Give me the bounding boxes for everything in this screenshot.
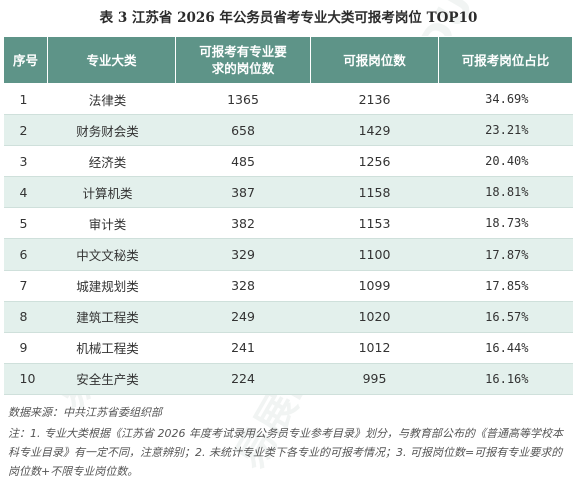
table-row: 8 建筑工程类 249 1020 16.57%	[3, 300, 573, 333]
cell-posts: 2136	[310, 82, 439, 116]
cell-ratio: 18.81%	[438, 176, 573, 209]
footnote: 注：1. 专业大类根据《江苏省 2026 年度考试录用公务员专业参考目录》划分，…	[8, 427, 563, 478]
cell-major: 审计类	[47, 207, 176, 240]
cell-required-posts: 224	[175, 362, 311, 395]
cell-ratio: 16.16%	[438, 362, 573, 395]
table-row: 2 财务财会类 658 1429 23.21%	[3, 114, 573, 147]
cell-major: 中文文秘类	[47, 238, 176, 271]
cell-posts: 1429	[310, 114, 439, 147]
cell-major: 机械工程类	[47, 331, 176, 364]
table-row: 5 审计类 382 1153 18.73%	[3, 207, 573, 240]
cell-posts: 1012	[310, 331, 439, 364]
cell-index: 5	[3, 207, 48, 240]
header-ratio: 可报考岗位占比	[438, 36, 573, 84]
cell-index: 7	[3, 269, 48, 302]
cell-major: 计算机类	[47, 176, 176, 209]
table-row: 10 安全生产类 224 995 16.16%	[3, 362, 573, 395]
cell-posts: 1256	[310, 145, 439, 178]
cell-required-posts: 658	[175, 114, 311, 147]
table-body: 1 法律类 1365 2136 34.69% 2 财务财会类 658 1429 …	[3, 82, 573, 395]
table-title: 表 3 江苏省 2026 年公务员省考专业大类可报考岗位 TOP10	[99, 10, 478, 26]
cell-ratio: 20.40%	[438, 145, 573, 178]
cell-required-posts: 241	[175, 331, 311, 364]
cell-index: 3	[3, 145, 48, 178]
cell-posts: 1100	[310, 238, 439, 271]
header-major: 专业大类	[47, 36, 176, 84]
table-row: 7 城建规划类 328 1099 17.85%	[3, 269, 573, 302]
cell-index: 6	[3, 238, 48, 271]
header-index: 序号	[3, 36, 48, 84]
cell-major: 建筑工程类	[47, 300, 176, 333]
data-table: 序号 专业大类 可报考有专业要求的岗位数 可报岗位数 可报考岗位占比 1 法律类…	[3, 36, 573, 395]
cell-required-posts: 382	[175, 207, 311, 240]
cell-posts: 1158	[310, 176, 439, 209]
cell-major: 法律类	[47, 82, 176, 116]
data-source: 数据来源：中共江苏省委组织部	[8, 406, 162, 419]
cell-index: 8	[3, 300, 48, 333]
cell-ratio: 23.21%	[438, 114, 573, 147]
cell-posts: 1099	[310, 269, 439, 302]
cell-major: 安全生产类	[47, 362, 176, 395]
cell-index: 10	[3, 362, 48, 395]
header-posts: 可报岗位数	[310, 36, 439, 84]
cell-ratio: 34.69%	[438, 82, 573, 116]
cell-major: 经济类	[47, 145, 176, 178]
cell-index: 1	[3, 82, 48, 116]
table-row: 6 中文文秘类 329 1100 17.87%	[3, 238, 573, 271]
cell-posts: 1020	[310, 300, 439, 333]
cell-required-posts: 249	[175, 300, 311, 333]
cell-required-posts: 387	[175, 176, 311, 209]
cell-posts: 1153	[310, 207, 439, 240]
table-row: 9 机械工程类 241 1012 16.44%	[3, 331, 573, 364]
cell-required-posts: 485	[175, 145, 311, 178]
cell-required-posts: 329	[175, 238, 311, 271]
cell-major: 城建规划类	[47, 269, 176, 302]
cell-ratio: 18.73%	[438, 207, 573, 240]
cell-required-posts: 328	[175, 269, 311, 302]
table-row: 3 经济类 485 1256 20.40%	[3, 145, 573, 178]
header-required-posts: 可报考有专业要求的岗位数	[175, 36, 311, 84]
cell-ratio: 16.57%	[438, 300, 573, 333]
cell-ratio: 16.44%	[438, 331, 573, 364]
cell-ratio: 17.85%	[438, 269, 573, 302]
cell-ratio: 17.87%	[438, 238, 573, 271]
cell-posts: 995	[310, 362, 439, 395]
cell-major: 财务财会类	[47, 114, 176, 147]
cell-index: 2	[3, 114, 48, 147]
table-header: 序号 专业大类 可报考有专业要求的岗位数 可报岗位数 可报考岗位占比	[3, 36, 573, 84]
header-row: 序号 专业大类 可报考有专业要求的岗位数 可报岗位数 可报考岗位占比	[3, 36, 573, 84]
cell-index: 9	[3, 331, 48, 364]
cell-required-posts: 1365	[175, 82, 311, 116]
cell-index: 4	[3, 176, 48, 209]
table-row: 4 计算机类 387 1158 18.81%	[3, 176, 573, 209]
table-row: 1 法律类 1365 2136 34.69%	[3, 82, 573, 116]
